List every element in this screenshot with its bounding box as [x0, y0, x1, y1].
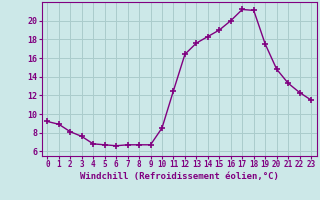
X-axis label: Windchill (Refroidissement éolien,°C): Windchill (Refroidissement éolien,°C) — [80, 172, 279, 181]
